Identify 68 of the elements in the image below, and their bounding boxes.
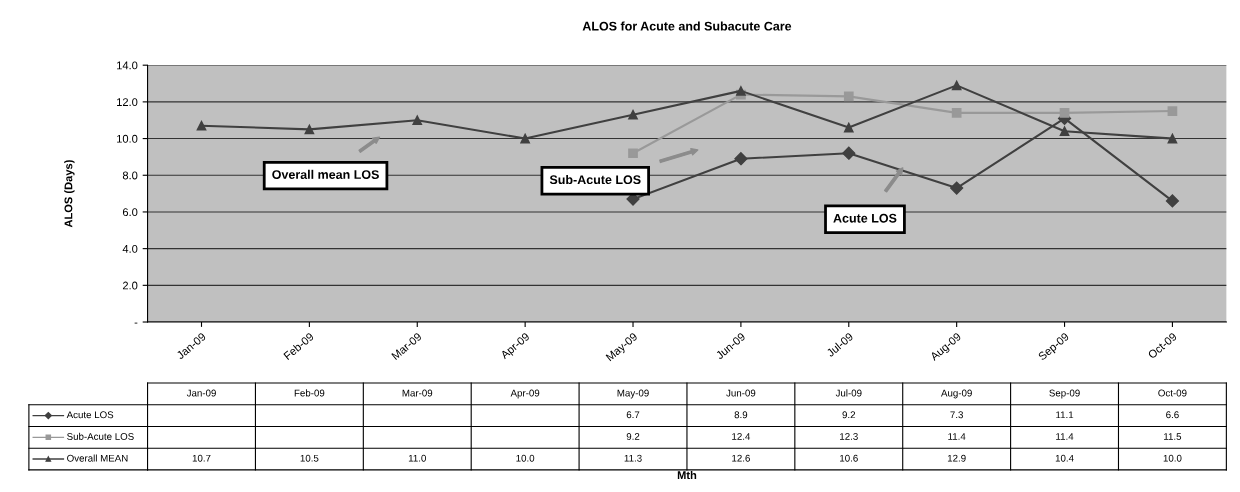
y-axis-title: ALOS (Days) xyxy=(64,160,75,228)
point xyxy=(842,146,856,160)
point xyxy=(1165,194,1180,208)
point xyxy=(196,120,207,131)
point xyxy=(950,181,964,195)
data-label: 6.7 xyxy=(626,411,640,419)
point xyxy=(951,80,962,91)
category-label: Oct-09 xyxy=(1158,389,1187,397)
y-tick-label: 6.0 xyxy=(122,208,138,217)
y-tick-label: 12.0 xyxy=(117,98,138,107)
y-tick-label: 10.0 xyxy=(117,134,138,143)
data-label: 12.4 xyxy=(732,433,751,440)
data-label: 10.0 xyxy=(516,454,535,462)
data-label: 11.3 xyxy=(624,454,642,462)
data-label: 7.3 xyxy=(950,411,963,419)
data-label: 12.6 xyxy=(732,454,750,462)
point xyxy=(1059,108,1070,118)
data-label: 10.4 xyxy=(1055,454,1074,462)
point xyxy=(1167,106,1178,116)
data-label: 12.9 xyxy=(947,454,966,462)
data-label: 11.4 xyxy=(1056,433,1074,440)
category-label: Sep-09 xyxy=(1049,389,1080,399)
data-label: 9.2 xyxy=(626,433,640,440)
point xyxy=(628,109,638,120)
category-label: Jul-09 xyxy=(835,389,862,397)
category-label: Jan-09 xyxy=(186,389,216,397)
category-label: Mar-09 xyxy=(402,389,433,397)
category-label: Jun-09 xyxy=(726,389,756,397)
legend-label: Acute LOS xyxy=(66,411,114,419)
y-tick-label: 8.0 xyxy=(122,171,138,180)
point xyxy=(843,91,854,102)
annotation: Overall mean LOS xyxy=(272,169,379,179)
point xyxy=(628,148,638,159)
y-tick-label: 2.0 xyxy=(122,281,138,290)
category-label: Feb-09 xyxy=(294,389,325,397)
data-label: 9.2 xyxy=(842,411,856,419)
point xyxy=(1059,126,1070,137)
data-label: 10.0 xyxy=(1163,454,1182,462)
point xyxy=(1167,133,1178,144)
chart-title: ALOS for Acute and Subacute Care xyxy=(582,21,792,31)
data-label: 6.6 xyxy=(1166,411,1179,419)
data-label: 11.4 xyxy=(948,433,966,440)
data-label: 11.5 xyxy=(1164,433,1182,440)
legend-label: Sub-Acute LOS xyxy=(67,432,134,440)
y-tick-label: - xyxy=(134,322,138,324)
point xyxy=(304,124,315,135)
point xyxy=(734,152,748,166)
category-label: Apr-09 xyxy=(510,389,540,399)
point xyxy=(951,108,962,118)
point xyxy=(520,133,531,144)
point xyxy=(736,86,746,96)
annotation: Acute LOS xyxy=(833,213,897,223)
data-label: 10.5 xyxy=(300,454,319,462)
annotation: Sub-Acute LOS xyxy=(549,174,641,185)
category-label: May-09 xyxy=(617,389,649,399)
text: Mth xyxy=(677,470,697,480)
data-label: 8.9 xyxy=(734,411,748,419)
point xyxy=(843,122,854,133)
category-label: Aug-09 xyxy=(941,389,972,399)
data-label: 10.7 xyxy=(192,454,211,462)
data-label: 11.0 xyxy=(408,454,426,462)
data-label: 10.6 xyxy=(840,454,858,462)
legend-label: Overall MEAN xyxy=(67,454,128,462)
point xyxy=(412,115,423,126)
data-label: 12.3 xyxy=(840,433,858,440)
data-label: 11.1 xyxy=(1056,411,1074,419)
y-tick-label: 4.0 xyxy=(122,244,138,253)
y-tick-label: 14.0 xyxy=(117,61,138,70)
